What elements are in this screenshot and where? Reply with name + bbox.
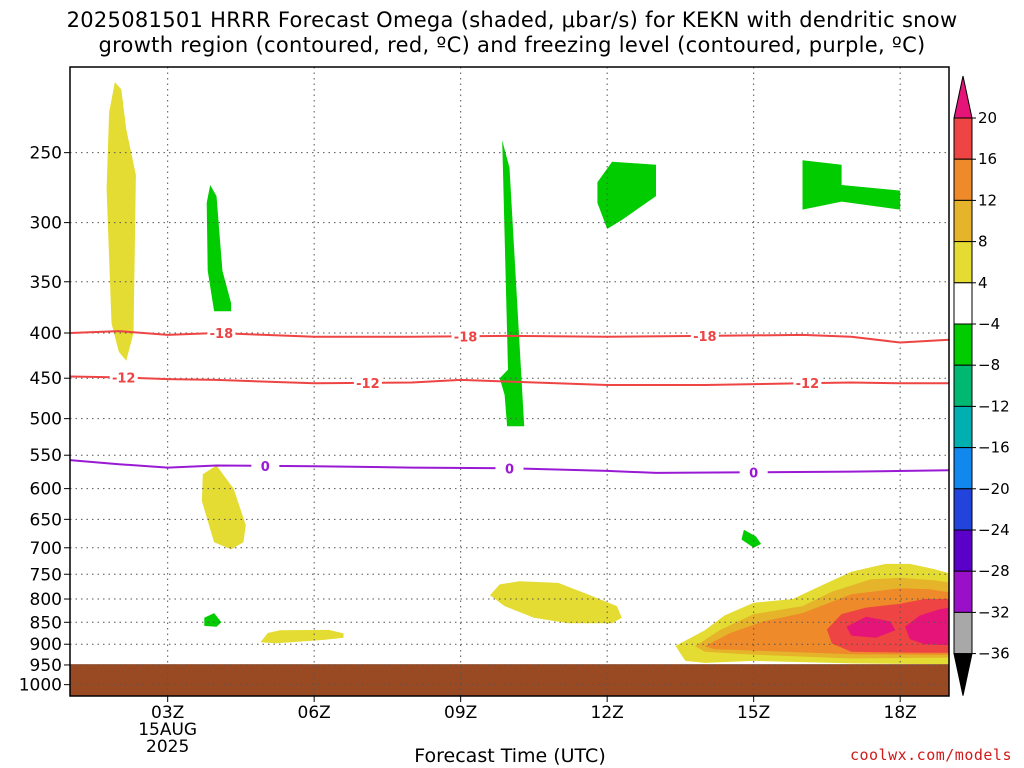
credit-link[interactable]: coolwx.com/models [849, 746, 1012, 764]
contour-label: -18 [454, 330, 478, 345]
y-tick-label: 400 [30, 324, 62, 344]
omega-region [846, 616, 896, 638]
colorbar-label: 4 [978, 274, 988, 292]
colorbar-swatch [953, 282, 973, 325]
colorbar-label: −28 [978, 562, 1010, 580]
omega-region [260, 629, 344, 644]
chart-title-line-2: growth region (contoured, red, ºC) and f… [98, 33, 926, 57]
colorbar-swatch [953, 323, 973, 366]
omega-colorbar: 20 16 12 8 4 −4 −8 −12 −16 −20 −24 −28 −32 −36 [953, 75, 1010, 696]
omega-region [499, 140, 525, 427]
y-tick-label: 350 [30, 273, 62, 293]
omega-region [106, 82, 136, 361]
y-tick-label: 750 [30, 565, 62, 585]
contour-label: -18 [693, 330, 717, 345]
x-tick-sublabel: 2025 [146, 737, 189, 757]
colorbar-label: −20 [978, 480, 1010, 498]
colorbar-top-arrow [953, 75, 973, 119]
omega-shading [106, 82, 949, 665]
y-tick-label: 550 [30, 446, 62, 466]
colorbar-swatch [953, 611, 973, 655]
colorbar-label: −8 [978, 356, 1000, 374]
colorbar-label: −24 [978, 521, 1010, 539]
colorbar-swatch [953, 405, 973, 449]
y-tick-label: 250 [30, 144, 62, 164]
x-tick-label: 12Z [591, 703, 624, 723]
omega-region [206, 185, 232, 312]
contour-label-bg [353, 374, 382, 391]
y-tick-label: 1000 [19, 676, 62, 696]
ground-surface [70, 664, 949, 696]
contour-label: -12 [796, 377, 820, 392]
colorbar-swatch [953, 447, 973, 490]
contour-line [69, 459, 950, 474]
colorbar-swatch [953, 570, 973, 613]
omega-region [490, 581, 622, 624]
colorbar-label: 16 [978, 150, 997, 168]
x-tick-label: 18Z [884, 703, 917, 723]
colorbar-swatch [953, 529, 973, 572]
colorbar-label: 20 [978, 109, 997, 127]
colorbar-swatch [953, 117, 973, 160]
colorbar-label: −12 [978, 397, 1010, 415]
contour-label: 0 [261, 460, 270, 475]
chart-title-line-1: 2025081501 HRRR Forecast Omega (shaded, … [66, 8, 958, 32]
contour-label-bg [109, 369, 138, 386]
grid-lines [70, 67, 949, 696]
omega-region [802, 160, 901, 210]
omega-region [597, 161, 656, 229]
y-tick-label: 600 [30, 480, 62, 500]
contour-label-bg [451, 328, 480, 345]
x-tick-label: 06Z [298, 703, 331, 723]
x-axis-label: Forecast Time (UTC) [414, 745, 606, 767]
contour-label-bg [739, 464, 768, 481]
colorbar-swatch [953, 158, 973, 201]
x-tick-label: 15Z [737, 703, 770, 723]
colorbar-swatch [953, 364, 973, 407]
y-tick-label: 300 [30, 214, 62, 234]
omega-region [741, 529, 761, 548]
omega-region [905, 607, 949, 646]
y-tick-label: 700 [30, 539, 62, 559]
colorbar-swatch [953, 241, 973, 284]
temperature-contours: -18 -18 -18 -12 -12 -12 0 0 0 [69, 325, 950, 481]
plot-frame [69, 66, 950, 697]
x-tick-label: 03Z [151, 703, 184, 723]
colorbar-label: 8 [978, 233, 988, 251]
omega-region [204, 613, 222, 627]
contour-label: -12 [112, 372, 136, 387]
colorbar-swatch [953, 199, 973, 243]
contour-label: 0 [505, 462, 514, 477]
y-tick-label: 450 [30, 369, 62, 389]
x-tick-sublabel: 15AUG [138, 720, 197, 740]
y-tick-label: 650 [30, 510, 62, 530]
axis-ticks: 2503003504004505005506006507007508008509… [19, 144, 917, 757]
contour-line [69, 375, 949, 386]
contour-label-bg [251, 457, 280, 474]
colorbar-label: −4 [978, 315, 1000, 333]
contour-label-bg [793, 375, 822, 392]
contour-label: -12 [356, 377, 380, 392]
y-tick-label: 850 [30, 613, 62, 633]
contour-label: 0 [749, 466, 758, 481]
colorbar-bottom-arrow [953, 653, 973, 696]
y-tick-label: 950 [30, 656, 62, 676]
colorbar-swatch [953, 488, 973, 531]
x-tick-label: 09Z [444, 703, 477, 723]
contour-label: -18 [210, 327, 234, 342]
colorbar-label: −36 [978, 645, 1010, 663]
colorbar-label: −32 [978, 603, 1010, 621]
y-tick-label: 900 [30, 635, 62, 655]
colorbar-label: −16 [978, 439, 1010, 457]
colorbar-label: 12 [978, 191, 997, 209]
contour-label-bg [690, 327, 719, 344]
contour-label-bg [495, 460, 524, 477]
y-tick-label: 500 [30, 410, 62, 430]
omega-region [201, 465, 246, 550]
contour-label-bg [207, 325, 236, 342]
y-tick-label: 800 [30, 590, 62, 610]
